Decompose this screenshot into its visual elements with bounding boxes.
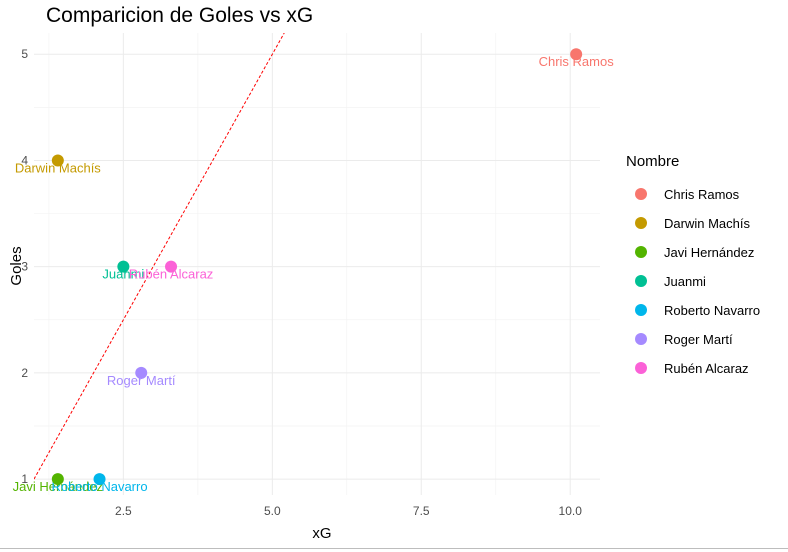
x-tick-label: 7.5 [413, 504, 430, 518]
axis-ticks: 2.5 5.0 7.5 10.0 1 2 3 4 5 [21, 47, 582, 518]
data-points [51, 48, 583, 486]
y-axis-title: Goles [8, 246, 25, 285]
legend: Nombre Chris Ramos Darwin Machís Javi Hern… [626, 153, 760, 376]
data-point [570, 48, 583, 61]
legend-key [635, 275, 647, 287]
chart-title: Comparicion de Goles vs xG [46, 4, 313, 27]
legend-key [635, 246, 647, 258]
point-label: Roger Martí [107, 373, 176, 388]
legend-key [635, 304, 647, 316]
x-axis-title: xG [312, 525, 331, 542]
legend-label: Darwin Machís [664, 216, 750, 231]
y-tick-label: 2 [21, 366, 28, 380]
point-label: Darwin Machís [15, 160, 101, 175]
y-tick-label: 3 [21, 260, 28, 274]
legend-label: Juanmi [664, 274, 706, 289]
point-label: Juanmi [102, 267, 144, 282]
x-tick-label: 2.5 [115, 504, 132, 518]
legend-key [635, 217, 647, 229]
reference-line-y-equals-x [34, 33, 285, 480]
legend-label: Rubén Alcaraz [664, 361, 749, 376]
legend-label: Javi Hernández [664, 245, 754, 260]
grid [34, 33, 600, 495]
data-point [135, 366, 148, 379]
point-label: Roberto Navarro [51, 479, 147, 494]
window-bottom-border [0, 548, 788, 549]
point-label: Javi Hernández [13, 479, 103, 494]
y-tick-label: 4 [21, 153, 28, 167]
point-label: Chris Ramos [539, 54, 615, 69]
legend-label: Roger Martí [664, 332, 733, 347]
y-tick-label: 5 [21, 47, 28, 61]
data-point [51, 473, 64, 486]
point-label: Rubén Alcaraz [129, 267, 214, 282]
legend-key [635, 362, 647, 374]
data-point [117, 260, 130, 273]
legend-key [635, 188, 647, 200]
legend-key [635, 333, 647, 345]
data-point [165, 260, 178, 273]
legend-title: Nombre [626, 153, 679, 170]
x-tick-label: 10.0 [559, 504, 583, 518]
x-tick-label: 5.0 [264, 504, 281, 518]
reference-line-group [34, 33, 285, 480]
data-point [93, 473, 106, 486]
point-labels: Chris Ramos Darwin Machís Javi Hernández Ju… [13, 54, 615, 494]
data-point [51, 154, 64, 167]
y-tick-label: 1 [21, 472, 28, 486]
legend-label: Roberto Navarro [664, 303, 760, 318]
legend-label: Chris Ramos [664, 187, 740, 202]
